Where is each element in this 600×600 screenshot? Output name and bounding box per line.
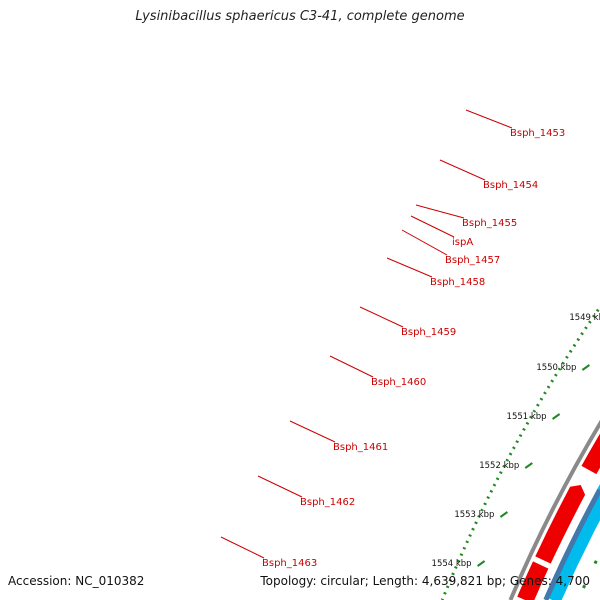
gene-label: Bsph_1457 bbox=[445, 255, 500, 266]
gene-label: Bsph_1462 bbox=[300, 497, 355, 508]
gene-label: Bsph_1460 bbox=[371, 377, 426, 388]
scale-tick-mark bbox=[581, 364, 590, 371]
gene-label: Bsph_1455 bbox=[462, 218, 517, 229]
gene-label: Bsph_1461 bbox=[333, 442, 388, 453]
scale-tick-label: 1550 kbp bbox=[536, 363, 576, 373]
scale-tick-mark bbox=[477, 560, 486, 567]
gene-label: Bsph_1459 bbox=[401, 327, 456, 338]
scale-tick-mark bbox=[524, 462, 533, 469]
scale-tick-label: 1549 kbp bbox=[569, 313, 600, 323]
forward-cds-9 bbox=[535, 485, 586, 564]
gene-label-leader bbox=[465, 109, 513, 129]
scale-tick-label: 1554 kbp bbox=[432, 559, 472, 569]
gene-label-leader bbox=[257, 475, 303, 498]
topology-summary: Topology: circular; Length: 4,639,821 bp… bbox=[260, 574, 590, 588]
gene-label-leader bbox=[386, 257, 433, 278]
scale-tick-mark bbox=[499, 511, 508, 518]
gene-label-leader bbox=[359, 306, 404, 328]
gene-overlap bbox=[543, 488, 600, 600]
scale-tick-label: 1551 kbp bbox=[507, 412, 547, 422]
feature-tracks bbox=[440, 304, 600, 600]
gene-label-leader bbox=[439, 159, 486, 181]
gene-label-leader bbox=[289, 420, 336, 443]
gene-label: Bsph_1463 bbox=[262, 558, 317, 569]
accession-text: Accession: NC_010382 bbox=[8, 574, 145, 588]
gene-label: Bsph_1458 bbox=[430, 277, 485, 288]
scale-tick-mark bbox=[552, 413, 561, 420]
backbone-ring bbox=[508, 419, 600, 600]
gene-label: Bsph_1453 bbox=[510, 128, 565, 139]
forward-cds-8 bbox=[581, 433, 600, 475]
map-title: Lysinibacillus sphaericus C3-41, complet… bbox=[135, 9, 465, 24]
scale-tick-label: 1552 kbp bbox=[479, 461, 519, 471]
gene-label-leader bbox=[329, 355, 374, 378]
gene-label-leader bbox=[220, 536, 265, 559]
scale-ticks: 1543 kbp1544 kbp1545 kbp1546 kbp1547 kbp… bbox=[432, 313, 600, 569]
gene-label: Bsph_1454 bbox=[483, 180, 538, 191]
gene-label: ispA bbox=[452, 237, 473, 248]
gene-labels: Bsph_1453 Bsph_1454 Bsph_1455 ispA Bsph_1457… bbox=[220, 109, 565, 569]
forward-cds-10 bbox=[517, 561, 549, 600]
gene-label-leader bbox=[401, 229, 448, 256]
gene-label-leader bbox=[410, 215, 455, 238]
scale-tick-label: 1553 kbp bbox=[454, 510, 494, 520]
gene-label-leader bbox=[415, 204, 465, 219]
